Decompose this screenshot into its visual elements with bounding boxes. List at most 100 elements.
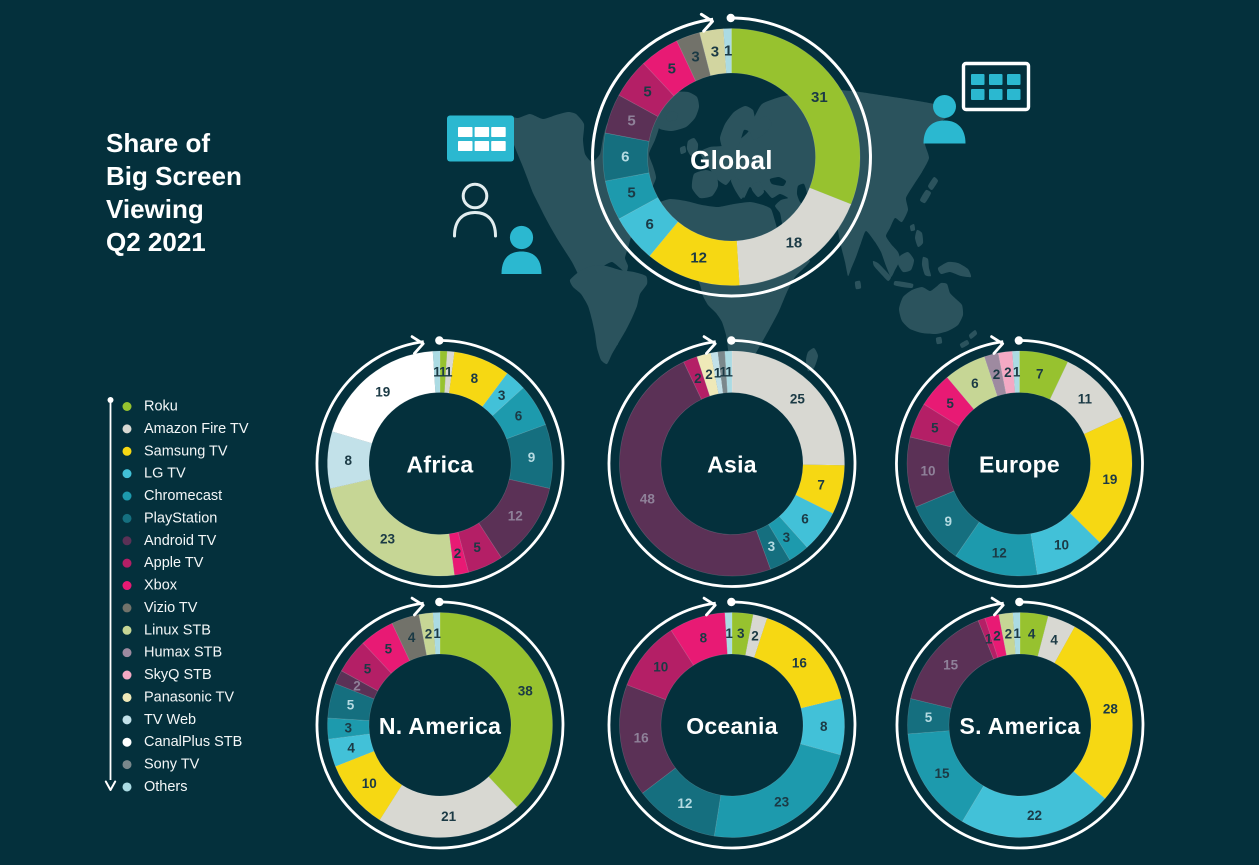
svg-text:3: 3 (498, 388, 506, 403)
svg-text:12: 12 (508, 508, 523, 523)
svg-text:Share of: Share of (106, 128, 210, 158)
svg-text:3: 3 (711, 44, 719, 61)
svg-text:11: 11 (1078, 392, 1093, 407)
svg-text:1: 1 (445, 365, 453, 380)
svg-text:1: 1 (724, 42, 732, 59)
svg-text:Global: Global (690, 145, 773, 175)
svg-text:S. America: S. America (959, 713, 1080, 739)
svg-text:Samsung TV: Samsung TV (144, 443, 228, 459)
svg-text:1: 1 (725, 626, 733, 641)
svg-text:15: 15 (935, 766, 951, 781)
svg-text:38: 38 (518, 684, 534, 699)
svg-text:8: 8 (471, 371, 479, 386)
svg-text:19: 19 (1102, 472, 1117, 487)
svg-text:12: 12 (677, 796, 692, 811)
svg-text:2: 2 (993, 629, 1001, 644)
svg-text:6: 6 (801, 512, 809, 527)
svg-text:CanalPlus STB: CanalPlus STB (144, 734, 242, 750)
svg-text:5: 5 (347, 697, 355, 712)
svg-text:4: 4 (1028, 626, 1036, 641)
svg-text:18: 18 (786, 234, 803, 251)
svg-text:16: 16 (634, 731, 650, 746)
svg-text:Vizio TV: Vizio TV (144, 600, 198, 616)
svg-text:Big Screen: Big Screen (106, 161, 242, 191)
svg-text:2: 2 (694, 371, 702, 386)
svg-text:10: 10 (653, 660, 668, 675)
svg-text:5: 5 (643, 83, 651, 100)
svg-text:4: 4 (408, 630, 416, 645)
svg-text:5: 5 (473, 540, 481, 555)
svg-text:Apple TV: Apple TV (144, 555, 204, 571)
svg-text:2: 2 (454, 546, 462, 561)
svg-text:28: 28 (1103, 702, 1119, 717)
svg-text:5: 5 (925, 710, 933, 725)
svg-text:6: 6 (971, 376, 979, 391)
svg-text:15: 15 (943, 657, 959, 672)
svg-text:1: 1 (433, 626, 441, 641)
svg-text:2: 2 (993, 367, 1001, 382)
svg-text:3: 3 (768, 539, 776, 554)
svg-text:5: 5 (668, 61, 676, 78)
svg-text:10: 10 (1054, 538, 1069, 553)
svg-text:31: 31 (811, 89, 828, 106)
svg-text:6: 6 (515, 408, 523, 423)
svg-text:1: 1 (714, 365, 722, 380)
svg-text:1: 1 (1013, 626, 1021, 641)
svg-text:23: 23 (380, 531, 396, 546)
svg-text:2: 2 (353, 678, 361, 693)
svg-text:25: 25 (790, 392, 806, 407)
svg-text:TV Web: TV Web (144, 712, 196, 728)
svg-text:2: 2 (425, 626, 433, 641)
svg-text:1: 1 (439, 364, 447, 379)
svg-text:48: 48 (640, 491, 656, 506)
svg-text:5: 5 (385, 642, 393, 657)
svg-text:3: 3 (345, 720, 353, 735)
svg-text:2: 2 (1005, 626, 1013, 641)
svg-text:PlayStation: PlayStation (144, 510, 217, 526)
svg-text:Panasonic TV: Panasonic TV (144, 689, 234, 705)
svg-text:Oceania: Oceania (686, 713, 778, 739)
svg-text:N. America: N. America (379, 713, 501, 739)
svg-text:16: 16 (792, 655, 808, 670)
svg-text:1: 1 (1013, 364, 1021, 379)
svg-text:8: 8 (345, 453, 353, 468)
svg-text:2: 2 (705, 367, 713, 382)
svg-text:3: 3 (783, 530, 791, 545)
svg-text:1: 1 (725, 364, 733, 379)
svg-text:8: 8 (700, 630, 708, 645)
svg-text:10: 10 (921, 463, 936, 478)
svg-text:21: 21 (441, 809, 457, 824)
svg-text:SkyQ STB: SkyQ STB (144, 667, 212, 683)
svg-text:6: 6 (645, 216, 653, 233)
svg-text:Viewing: Viewing (106, 194, 204, 224)
svg-text:9: 9 (528, 450, 536, 465)
svg-text:12: 12 (992, 546, 1007, 561)
svg-text:Linux STB: Linux STB (144, 622, 211, 638)
svg-text:19: 19 (375, 384, 390, 399)
svg-text:5: 5 (364, 661, 372, 676)
svg-text:Q2 2021: Q2 2021 (106, 227, 206, 257)
svg-text:7: 7 (817, 478, 825, 493)
svg-text:Xbox: Xbox (144, 578, 178, 594)
svg-text:5: 5 (946, 396, 954, 411)
svg-text:12: 12 (690, 250, 707, 267)
svg-text:Chromecast: Chromecast (144, 488, 222, 504)
svg-text:Africa: Africa (407, 452, 474, 478)
svg-text:1: 1 (433, 364, 441, 379)
svg-text:2: 2 (1004, 365, 1012, 380)
svg-text:5: 5 (931, 421, 939, 436)
svg-text:5: 5 (627, 184, 635, 201)
svg-text:3: 3 (737, 626, 745, 641)
svg-text:LG TV: LG TV (144, 466, 186, 482)
svg-text:1: 1 (720, 365, 728, 380)
svg-text:2: 2 (751, 629, 759, 644)
svg-text:Android TV: Android TV (144, 533, 217, 549)
svg-text:7: 7 (1036, 367, 1044, 382)
svg-text:9: 9 (945, 514, 953, 529)
svg-text:5: 5 (627, 113, 635, 130)
svg-text:Europe: Europe (979, 452, 1060, 478)
svg-text:4: 4 (347, 740, 355, 755)
svg-text:4: 4 (1050, 632, 1058, 647)
svg-text:10: 10 (362, 776, 377, 791)
svg-text:8: 8 (820, 719, 828, 734)
